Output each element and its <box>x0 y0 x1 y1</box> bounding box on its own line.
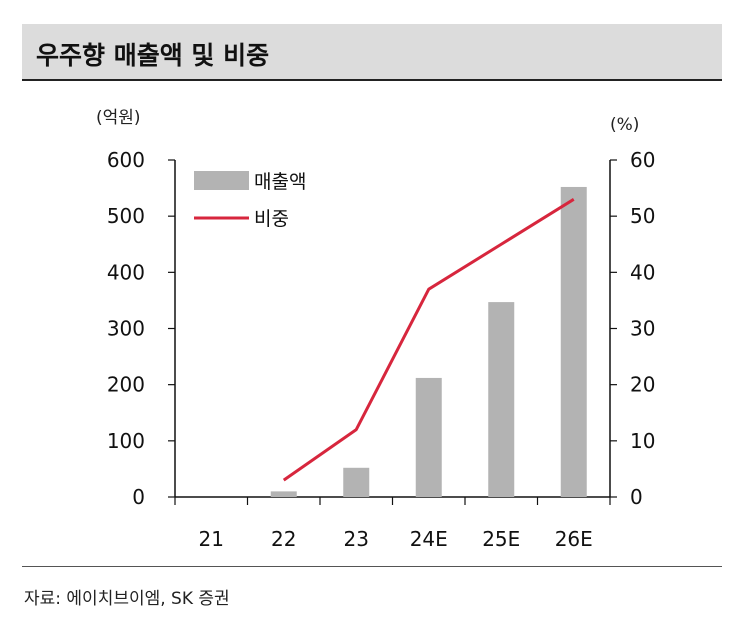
left-tick-label: 500 <box>107 204 145 228</box>
right-tick-label: 40 <box>630 260 655 284</box>
x-tick-label: 25E <box>482 527 520 551</box>
left-tick-label: 400 <box>107 260 145 284</box>
x-tick-label: 26E <box>555 527 593 551</box>
left-axis-unit: (억원) <box>96 108 141 128</box>
bar-23 <box>343 467 370 497</box>
right-tick-label: 10 <box>630 429 655 453</box>
x-tick-label: 22 <box>271 527 296 551</box>
x-tick-label: 23 <box>344 527 369 551</box>
source-divider <box>22 566 722 567</box>
bar-22 <box>270 491 297 497</box>
source-note: 자료: 에이치브이엠, SK 증권 <box>24 589 230 609</box>
legend-label-bar: 매출액 <box>254 171 306 193</box>
right-tick-label: 0 <box>630 485 643 509</box>
right-tick-label: 30 <box>630 317 655 341</box>
right-axis-unit: (%) <box>610 115 640 135</box>
bar-24E <box>415 377 442 497</box>
right-tick-label: 60 <box>630 148 655 172</box>
title-bar: 우주향 매출액 및 비중 <box>22 24 722 81</box>
right-tick-label: 50 <box>630 204 655 228</box>
x-tick-label: 21 <box>199 527 224 551</box>
chart-canvas: 0 100 200 300 400 500 600 0 10 20 30 40 50 60 21 22 23 24… <box>107 148 656 551</box>
bar-25E <box>488 302 515 497</box>
left-tick-label: 100 <box>107 429 145 453</box>
legend-swatch-bar <box>194 171 249 190</box>
left-tick-label: 300 <box>107 317 145 341</box>
legend-label-line: 비중 <box>254 208 289 230</box>
left-tick-label: 200 <box>107 373 145 397</box>
left-tick-label: 600 <box>107 148 145 172</box>
chart-title: 우주향 매출액 및 비중 <box>36 41 270 70</box>
x-tick-label: 24E <box>410 527 448 551</box>
right-tick-label: 20 <box>630 373 655 397</box>
bar-26E <box>560 186 587 497</box>
left-tick-label: 0 <box>132 485 145 509</box>
